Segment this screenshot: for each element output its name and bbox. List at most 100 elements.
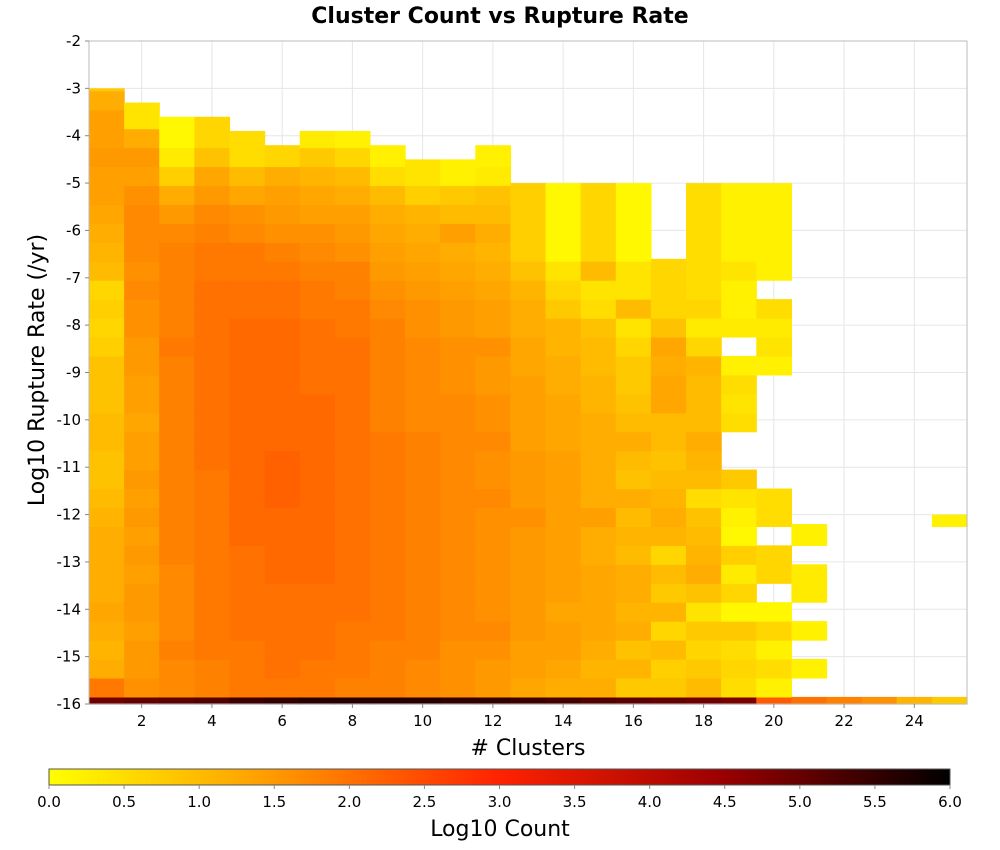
heatmap-cell: [721, 602, 757, 622]
heatmap-cell: [89, 412, 125, 433]
heatmap-cell: [686, 299, 722, 319]
heatmap-cell: [475, 374, 512, 395]
heatmap-cell: [721, 393, 757, 414]
heatmap-cell: [369, 488, 406, 509]
heatmap-cell: [545, 299, 582, 319]
colorbar-tick-label: 5.0: [788, 793, 812, 811]
heatmap-cell: [299, 526, 336, 546]
heatmap-cell: [405, 261, 441, 281]
x-axis-label: # Clusters: [471, 736, 586, 761]
y-tick-label: -4: [66, 127, 81, 145]
heatmap-cell: [440, 488, 476, 509]
heatmap-cell: [229, 223, 266, 243]
heatmap-cell: [580, 659, 617, 679]
heatmap-cell: [615, 640, 652, 660]
heatmap-cell: [791, 583, 828, 603]
heatmap-cell: [686, 545, 722, 565]
heatmap-cell: [264, 583, 301, 603]
heatmap-cell: [229, 185, 266, 205]
heatmap-cell: [580, 412, 617, 433]
heatmap-cell: [89, 564, 125, 584]
colorbar-tick-label: 3.5: [563, 793, 587, 811]
heatmap-cell: [580, 640, 617, 660]
heatmap-cell: [510, 469, 547, 490]
heatmap-cell: [194, 696, 231, 705]
heatmap-cell: [89, 696, 125, 705]
heatmap-cell: [510, 299, 547, 319]
heatmap-cell: [721, 507, 757, 528]
heatmap-cell: [299, 564, 336, 584]
heatmap-cell: [475, 166, 512, 187]
heatmap-cell: [334, 431, 371, 452]
heatmap-cell: [650, 336, 687, 357]
heatmap-cell: [299, 469, 336, 490]
heatmap-cell: [159, 545, 195, 565]
heatmap-cell: [475, 659, 512, 679]
y-tick-label: -10: [57, 411, 82, 429]
heatmap-cell: [721, 318, 757, 338]
heatmap-cell: [334, 393, 371, 414]
heatmap-cell: [159, 280, 195, 300]
heatmap-cell: [229, 696, 266, 705]
heatmap-cell: [510, 336, 547, 357]
colorbar-ticks: 0.0 0.5 1.0 1.5 2.0 2.5 3.0 3.5 4.0 4.5 5.0 5.5 6.0: [37, 785, 962, 811]
heatmap-cell: [405, 677, 441, 698]
heatmap-cell: [440, 564, 476, 584]
heatmap-cell: [686, 696, 722, 705]
heatmap-cell: [475, 583, 512, 603]
heatmap-cell: [580, 299, 617, 319]
heatmap-cell: [475, 185, 512, 205]
heatmap-cell: [334, 166, 371, 187]
heatmap-cell: [475, 526, 512, 546]
heatmap-cell: [229, 412, 266, 433]
heatmap-cell: [405, 223, 441, 243]
heatmap-cell: [615, 355, 652, 376]
heatmap-cell: [545, 583, 582, 603]
heatmap-cell: [650, 696, 687, 705]
heatmap-cell: [686, 355, 722, 376]
heatmap-cell: [369, 280, 406, 300]
heatmap-cell: [264, 640, 301, 660]
heatmap-cell: [194, 318, 231, 338]
heatmap-cell: [124, 659, 160, 679]
heatmap-cell: [334, 336, 371, 357]
x-tick-label: 10: [413, 712, 432, 730]
heatmap-cell: [159, 336, 195, 357]
heatmap-cell: [264, 526, 301, 546]
heatmap-cell: [124, 488, 160, 509]
heatmap-cell: [229, 621, 266, 641]
heatmap-cell: [721, 261, 757, 281]
heatmap-cell: [545, 450, 582, 471]
colorbar-label: Log10 Count: [430, 817, 570, 842]
heatmap-cell: [264, 261, 301, 281]
heatmap-cell: [369, 431, 406, 452]
heatmap-cell: [194, 116, 231, 149]
heatmap-cell: [686, 583, 722, 603]
heatmap-cell: [124, 431, 160, 452]
heatmap-cell: [194, 204, 231, 224]
heatmap-cell: [721, 696, 757, 705]
heatmap-cell: [299, 147, 336, 168]
heatmap-cell: [756, 318, 792, 338]
heatmap-cell: [510, 393, 547, 414]
heatmap-cell: [510, 696, 547, 705]
heatmap-cell: [791, 564, 828, 584]
heatmap-cell: [334, 640, 371, 660]
heatmap-cell: [299, 621, 336, 641]
heatmap-cell: [194, 545, 231, 565]
heatmap-cell: [159, 507, 195, 528]
heatmap-cell: [334, 621, 371, 641]
heatmap-cell: [580, 336, 617, 357]
heatmap-cell: [334, 355, 371, 376]
y-tick-label: -9: [66, 364, 81, 382]
heatmap-cell: [264, 412, 301, 433]
heatmap-cell: [264, 431, 301, 452]
heatmap-cell: [721, 621, 757, 641]
heatmap-cell: [440, 280, 476, 300]
heatmap-cell: [264, 393, 301, 414]
heatmap-cell: [405, 355, 441, 376]
heatmap-cell: [299, 355, 336, 376]
heatmap-cell: [299, 602, 336, 622]
x-axis-ticks: 2 4 6 8 10 12 14 16 18 20 22 24: [137, 704, 924, 730]
